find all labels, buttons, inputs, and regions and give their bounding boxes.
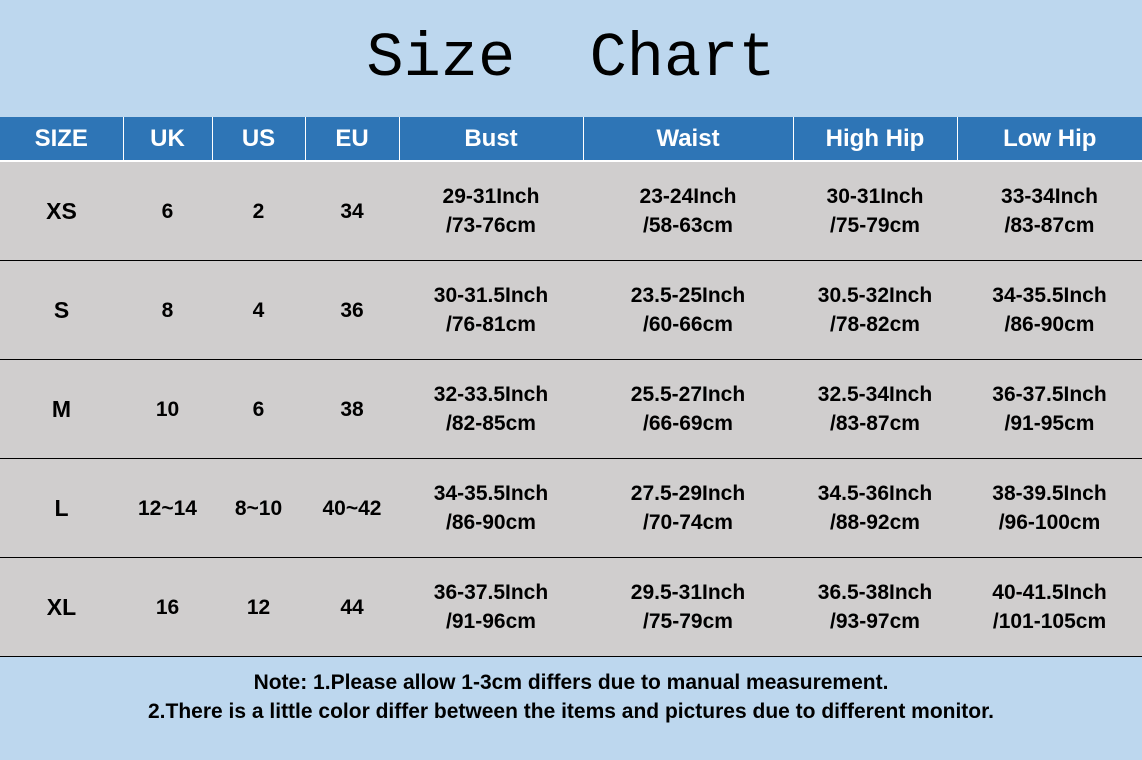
cell-high-hip: 30-31Inch/75-79cm (793, 161, 957, 261)
cell-low-hip: 34-35.5Inch/86-90cm (957, 260, 1142, 360)
cell-bust: 36-37.5Inch/91-96cm (399, 557, 583, 657)
size-chart-table: SIZE UK US EU Bust Waist High Hip Low Hip XS 6 2 3… (0, 117, 1142, 657)
measure-cm: /75-79cm (830, 214, 920, 237)
column-header-uk: UK (122, 117, 212, 162)
measure-cm: /73-76cm (446, 214, 536, 237)
cell-us: 2 (212, 161, 305, 261)
measure-cm: /86-90cm (446, 511, 536, 534)
column-header-high-hip: High Hip (792, 117, 957, 162)
measure-inch: 33-34Inch (1001, 185, 1098, 208)
cell-bust: 34-35.5Inch/86-90cm (399, 458, 583, 558)
cell-us: 8~10 (212, 458, 305, 558)
measure-cm: /58-63cm (643, 214, 733, 237)
cell-uk: 10 (123, 359, 212, 459)
cell-uk: 16 (123, 557, 212, 657)
measure-cm: /82-85cm (446, 412, 536, 435)
measure-inch: 29-31Inch (442, 185, 540, 208)
column-header-waist: Waist (582, 117, 793, 162)
cell-size: M (0, 359, 123, 459)
measure-inch: 30.5-32Inch (817, 284, 933, 307)
measure-cm: /86-90cm (1004, 313, 1095, 336)
cell-size: S (0, 260, 123, 360)
cell-size: XS (0, 161, 123, 261)
cell-waist: 23-24Inch/58-63cm (583, 161, 793, 261)
note-line-1: Note: 1.Please allow 1-3cm differs due t… (253, 671, 889, 694)
measure-cm: /83-87cm (1004, 214, 1095, 237)
cell-size: L (0, 458, 123, 558)
cell-uk: 8 (123, 260, 212, 360)
note-line-2: 2.There is a little color differ between… (148, 700, 994, 723)
measure-inch: 34-35.5Inch (433, 482, 549, 505)
measure-inch: 40-41.5Inch (992, 581, 1107, 604)
cell-high-hip: 32.5-34Inch/83-87cm (793, 359, 957, 459)
measure-inch: 32-33.5Inch (433, 383, 549, 406)
cell-low-hip: 36-37.5Inch/91-95cm (957, 359, 1142, 459)
measure-inch: 25.5-27Inch (630, 383, 746, 406)
measure-cm: /66-69cm (643, 412, 733, 435)
cell-size: XL (0, 557, 123, 657)
column-header-eu: EU (304, 117, 399, 162)
note: Note: 1.Please allow 1-3cm differs due t… (0, 668, 1142, 726)
cell-us: 6 (212, 359, 305, 459)
measure-inch: 36.5-38Inch (817, 581, 933, 604)
cell-bust: 30-31.5Inch/76-81cm (399, 260, 583, 360)
cell-bust: 29-31Inch/73-76cm (399, 161, 583, 261)
measure-cm: /60-66cm (643, 313, 733, 336)
column-header-bust: Bust (398, 117, 583, 162)
measure-cm: /88-92cm (830, 511, 920, 534)
cell-waist: 29.5-31Inch/75-79cm (583, 557, 793, 657)
cell-high-hip: 34.5-36Inch/88-92cm (793, 458, 957, 558)
measure-inch: 36-37.5Inch (433, 581, 549, 604)
cell-eu: 38 (305, 359, 399, 459)
cell-waist: 23.5-25Inch/60-66cm (583, 260, 793, 360)
measure-cm: /83-87cm (830, 412, 920, 435)
measure-cm: /96-100cm (998, 511, 1101, 534)
measure-cm: /93-97cm (830, 610, 920, 633)
measure-inch: 32.5-34Inch (817, 383, 933, 406)
measure-cm: /78-82cm (830, 313, 920, 336)
page-title: Size Chart (366, 23, 776, 94)
measure-cm: /91-96cm (446, 610, 536, 633)
table-row: S 8 4 36 30-31.5Inch/76-81cm 23.5-25Inch/60-6… (0, 260, 1142, 360)
cell-us: 4 (212, 260, 305, 360)
measure-cm: /76-81cm (446, 313, 536, 336)
cell-waist: 27.5-29Inch/70-74cm (583, 458, 793, 558)
column-header-low-hip: Low Hip (956, 117, 1142, 162)
cell-bust: 32-33.5Inch/82-85cm (399, 359, 583, 459)
measure-inch: 30-31.5Inch (433, 284, 549, 307)
measure-inch: 29.5-31Inch (630, 581, 746, 604)
table-row: M 10 6 38 32-33.5Inch/82-85cm 25.5-27Inch/66-… (0, 359, 1142, 459)
cell-high-hip: 30.5-32Inch/78-82cm (793, 260, 957, 360)
cell-waist: 25.5-27Inch/66-69cm (583, 359, 793, 459)
measure-cm: /91-95cm (1004, 412, 1095, 435)
cell-eu: 40~42 (305, 458, 399, 558)
cell-eu: 44 (305, 557, 399, 657)
cell-low-hip: 33-34Inch/83-87cm (957, 161, 1142, 261)
measure-inch: 34.5-36Inch (817, 482, 933, 505)
cell-high-hip: 36.5-38Inch/93-97cm (793, 557, 957, 657)
header-row: SIZE UK US EU Bust Waist High Hip Low Hip (0, 117, 1142, 162)
measure-inch: 36-37.5Inch (992, 383, 1107, 406)
measure-inch: 23.5-25Inch (630, 284, 746, 307)
cell-uk: 12~14 (123, 458, 212, 558)
measure-inch: 38-39.5Inch (992, 482, 1107, 505)
table-row: XL 16 12 44 36-37.5Inch/91-96cm 29.5-31Inch/7… (0, 557, 1142, 657)
column-header-size: SIZE (0, 117, 123, 162)
cell-us: 12 (212, 557, 305, 657)
measure-inch: 23-24Inch (639, 185, 737, 208)
measure-inch: 30-31Inch (826, 185, 924, 208)
cell-low-hip: 40-41.5Inch/101-105cm (957, 557, 1142, 657)
table-row: XS 6 2 34 29-31Inch/73-76cm 23-24Inch/58-63cm… (0, 161, 1142, 261)
cell-eu: 36 (305, 260, 399, 360)
table-row: L 12~14 8~10 40~42 34-35.5Inch/86-90cm 27.5-2… (0, 458, 1142, 558)
measure-cm: /75-79cm (643, 610, 733, 633)
measure-cm: /70-74cm (643, 511, 733, 534)
measure-cm: /101-105cm (992, 610, 1107, 633)
column-header-us: US (211, 117, 305, 162)
cell-low-hip: 38-39.5Inch/96-100cm (957, 458, 1142, 558)
cell-eu: 34 (305, 161, 399, 261)
measure-inch: 34-35.5Inch (992, 284, 1107, 307)
measure-inch: 27.5-29Inch (630, 482, 746, 505)
cell-uk: 6 (123, 161, 212, 261)
